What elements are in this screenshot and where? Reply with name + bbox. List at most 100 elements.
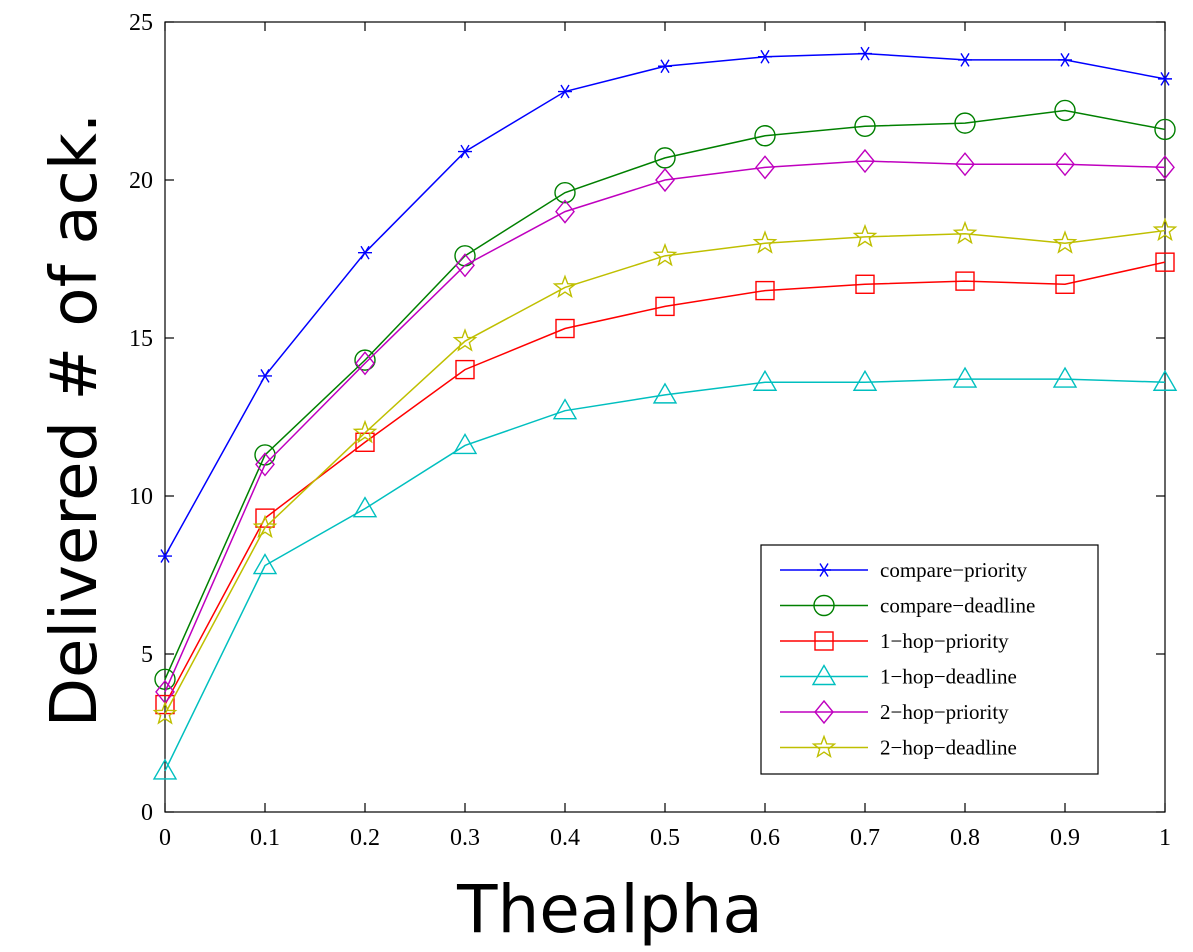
- data-point: [358, 245, 372, 260]
- y-tick-label: 20: [129, 168, 153, 194]
- data-point: [554, 181, 576, 204]
- data-point: [752, 369, 778, 391]
- data-point: [755, 155, 775, 180]
- data-point: [655, 167, 675, 193]
- legend-marker: [814, 631, 834, 651]
- x-tick-label: 0.8: [950, 825, 980, 851]
- legend-entry: compare−priority: [780, 558, 1028, 582]
- data-point: [652, 242, 678, 267]
- data-point: [858, 46, 872, 61]
- legend-marker: [817, 563, 831, 577]
- data-point: [458, 144, 472, 159]
- data-point: [555, 318, 575, 339]
- legend-label: 2−hop−priority: [880, 700, 1009, 724]
- x-tick-label: 0.6: [750, 825, 780, 851]
- series-line: [164, 229, 1166, 715]
- series-line: [164, 378, 1166, 772]
- data-point: [952, 366, 978, 388]
- x-tick-label: 0.9: [1050, 825, 1080, 851]
- x-tick-label: 1: [1159, 825, 1171, 851]
- legend-marker: [811, 664, 837, 686]
- series-group: [158, 46, 1172, 563]
- x-tick-label: 0.2: [350, 825, 380, 851]
- x-tick-label: 0.5: [650, 825, 680, 851]
- x-tick-label: 0.1: [250, 825, 280, 851]
- data-point: [852, 223, 878, 248]
- data-point: [152, 701, 178, 725]
- data-point: [352, 496, 378, 518]
- legend-entry: 1−hop−deadline: [780, 664, 1017, 689]
- series-group: [155, 148, 1175, 705]
- legend-label: 1−hop−deadline: [880, 665, 1017, 689]
- legend-box: [760, 544, 1099, 775]
- data-point: [455, 253, 475, 278]
- data-point: [452, 328, 478, 352]
- legend-marker: [811, 734, 837, 759]
- data-point: [352, 419, 378, 444]
- data-point: [652, 382, 678, 404]
- data-point: [455, 359, 475, 380]
- data-point: [955, 271, 975, 291]
- data-point: [558, 84, 572, 99]
- legend-label: compare−priority: [880, 558, 1028, 582]
- x-axis-title: Thealpha: [456, 871, 763, 948]
- data-point: [655, 296, 675, 317]
- data-point: [252, 553, 278, 575]
- series-group: [154, 99, 1176, 690]
- data-point: [258, 369, 272, 383]
- data-point: [452, 433, 478, 455]
- x-tick-label: 0.7: [850, 825, 880, 851]
- data-point: [1154, 118, 1176, 141]
- legend-label: 2−hop−deadline: [880, 736, 1017, 760]
- legend-label: 1−hop−priority: [880, 629, 1009, 653]
- data-point: [1155, 252, 1175, 272]
- legend-entry: compare−deadline: [780, 594, 1035, 618]
- x-axis: 0 0.1 0.2 0.3 0.4 0.5 0.6 0.7 0.8 0.9 1: [159, 22, 1171, 851]
- series-line: [164, 109, 1166, 680]
- y-axis: 0 5 10 15 20 25: [129, 10, 1165, 826]
- legend: compare−priority compare−deadline 1−hop−pr…: [760, 544, 1099, 775]
- data-point: [955, 152, 975, 177]
- x-tick-label: 0: [159, 825, 171, 851]
- data-point: [654, 147, 676, 169]
- data-point: [954, 112, 976, 134]
- data-point: [1054, 99, 1076, 122]
- series-group: [152, 217, 1178, 725]
- data-point: [1058, 53, 1072, 67]
- series-layer: [152, 46, 1178, 780]
- y-axis-title: Delivered # of ack.: [38, 113, 112, 728]
- x-tick-label: 0.4: [550, 825, 580, 851]
- data-point: [555, 199, 575, 224]
- data-point: [252, 514, 278, 539]
- data-point: [255, 452, 275, 477]
- data-point: [752, 230, 778, 254]
- data-point: [758, 49, 772, 64]
- data-point: [1152, 369, 1178, 391]
- data-point: [754, 125, 776, 147]
- data-point: [154, 668, 176, 690]
- legend-entry: 2−hop−priority: [780, 699, 1009, 725]
- series-group: [155, 252, 1175, 715]
- data-point: [1155, 155, 1175, 180]
- data-point: [552, 274, 578, 298]
- y-tick-label: 25: [129, 10, 153, 36]
- data-point: [958, 53, 972, 67]
- data-point: [158, 549, 172, 563]
- data-point: [855, 274, 875, 294]
- legend-entry: 1−hop−priority: [780, 629, 1009, 653]
- legend-marker: [813, 594, 835, 617]
- data-point: [1055, 152, 1075, 177]
- data-point: [1152, 217, 1178, 242]
- legend-label: compare−deadline: [880, 594, 1035, 618]
- data-point: [552, 398, 578, 420]
- data-point: [355, 351, 375, 376]
- data-point: [855, 148, 875, 174]
- data-point: [852, 369, 878, 391]
- data-point: [1158, 72, 1172, 86]
- data-point: [755, 280, 775, 301]
- series-group: [152, 366, 1178, 780]
- data-point: [952, 220, 978, 245]
- data-point: [1052, 230, 1078, 254]
- data-point: [152, 758, 178, 780]
